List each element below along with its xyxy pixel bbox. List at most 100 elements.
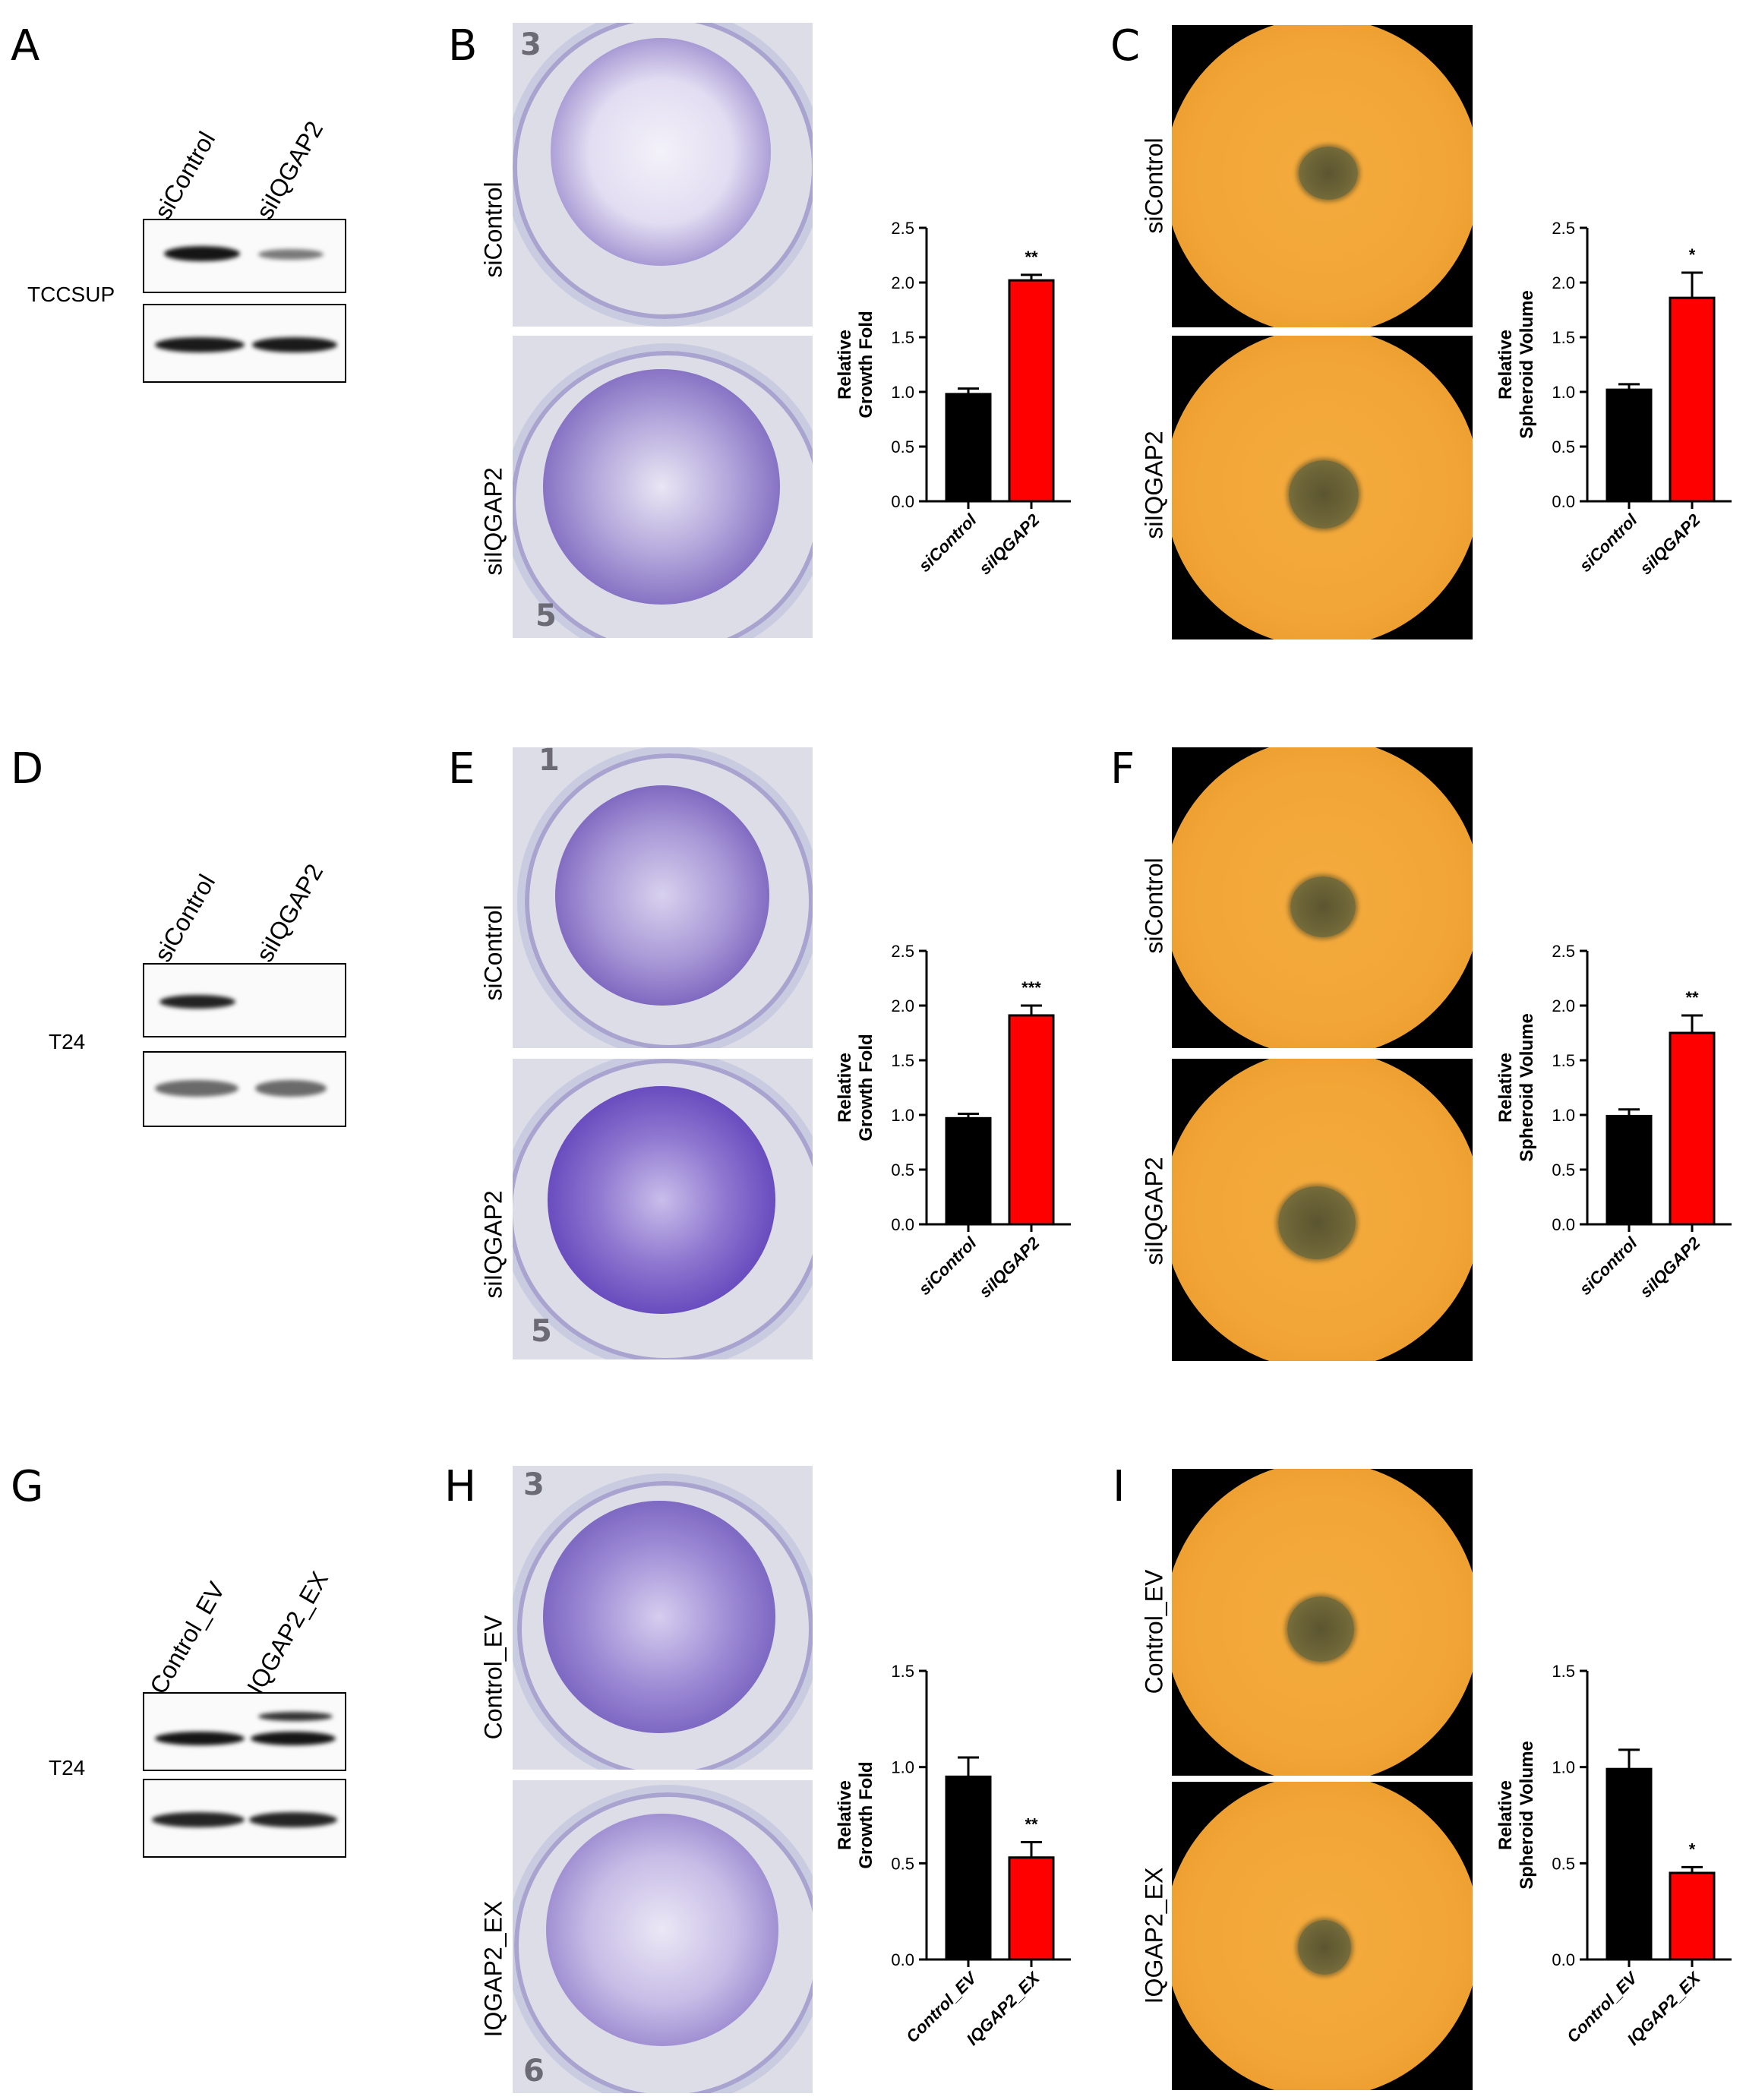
row-label: siControl [1140,137,1168,234]
band [255,1080,327,1097]
plate-well [551,38,771,266]
y-axis-label: RelativeSpheroid Volume [1495,1013,1537,1162]
lane-label: siIQGAP2 [250,116,329,224]
y-tick-label: 1.0 [1552,1758,1575,1777]
band [155,1732,245,1745]
x-tick-label: siControl [915,1233,981,1299]
blot-strip-top [143,1692,346,1771]
significance-marker: ** [1025,248,1038,267]
y-axis-label: RelativeSpheroid Volume [1495,290,1537,439]
plate-well [543,369,780,605]
bar-chart-e: RelativeGrowth Fold 0.0 0.5 1.0 1.5 2.0 2.5 siC… [835,942,1071,1301]
y-tick-label: 0.5 [891,1854,914,1873]
spheroid-micrograph [1172,747,1473,1048]
y-axis-label: RelativeGrowth Fold [835,311,876,418]
lane-label: siControl [148,127,221,224]
spheroid-micrograph [1172,336,1473,639]
spheroid [1290,876,1356,937]
panel-letter-i: I [1113,1462,1126,1511]
x-tick-label: siIQGAP2 [1636,510,1704,578]
panel-letter-h: H [444,1462,477,1511]
bar-chart-i: RelativeSpheroid Volume0.00.51.01.5Contr… [1495,1662,1732,2049]
colony-plate: 3 [513,23,813,327]
y-tick-label: 0.5 [1552,437,1575,456]
plate-well [548,1086,775,1314]
blot-strip-top [143,219,346,293]
plate-rim [513,343,813,638]
significance-marker: * [1689,245,1696,264]
plate-well [543,1501,775,1733]
row-label: siIQGAP2 [1140,431,1168,539]
plate-well [546,1814,778,2046]
y-tick-label: 2.5 [1552,942,1575,961]
band [258,249,324,260]
cell-line-label: T24 [49,1030,86,1053]
x-tick-label: siIQGAP2 [975,510,1043,578]
band [155,1080,238,1097]
y-tick-label: 1.0 [891,1106,914,1125]
row-label: siIQGAP2 [1140,1157,1168,1265]
y-tick-label: 2.0 [891,273,914,292]
plate-number: 3 [520,27,541,62]
y-tick-label: 0.5 [891,437,914,456]
bar [1669,1031,1716,1226]
bar [1605,1767,1653,1961]
y-tick-label: 0.0 [891,1950,914,1969]
y-axis-label: RelativeGrowth Fold [835,1034,876,1141]
y-tick-label: 2.5 [891,942,914,961]
panel-letter-f: F [1110,744,1135,794]
plate-rim [517,747,813,1048]
bar [945,393,992,503]
y-tick-label: 0.5 [1552,1854,1575,1873]
band [155,337,245,352]
plate-number: 3 [523,1467,545,1502]
y-tick-label: 1.5 [891,328,914,347]
bar [1605,388,1653,503]
y-tick-label: 1.5 [1552,328,1575,347]
plate-number: 5 [531,1314,552,1349]
x-tick-label: siIQGAP2 [1636,1233,1704,1301]
lane-label: siControl [148,870,221,967]
y-axis-label: RelativeSpheroid Volume [1495,1741,1537,1890]
plate-number: 6 [523,2054,545,2089]
blot-strip-bottom [143,304,346,383]
x-tick-label: siControl [1576,1233,1642,1299]
colony-plate: 1 [513,747,813,1048]
row-label: siIQGAP2 [479,467,507,576]
y-axis-label: RelativeGrowth Fold [835,1761,876,1868]
spheroid [1287,1596,1354,1662]
row-label: siIQGAP2 [479,1190,507,1299]
bar [1669,296,1716,503]
y-tick-label: 2.5 [891,219,914,238]
lane-label: siIQGAP2 [250,859,329,967]
band [252,337,337,352]
spheroid-micrograph [1172,1782,1473,2090]
row-label: IQGAP2_EX [1140,1867,1168,2004]
plate-rim [513,23,813,327]
spheroid [1278,1186,1356,1259]
row-label: siControl [479,182,507,278]
spheroid-micrograph [1172,25,1473,327]
y-tick-label: 1.5 [1552,1662,1575,1681]
y-tick-label: 1.0 [891,383,914,402]
y-tick-label: 1.5 [891,1051,914,1070]
band [152,1812,245,1827]
y-tick-label: 1.0 [891,1758,914,1777]
y-tick-label: 2.0 [1552,273,1575,292]
row-label: Control_EV [479,1615,507,1740]
y-tick-label: 0.0 [891,492,914,511]
y-tick-label: 0.5 [891,1161,914,1179]
colony-plate: 3 [513,1466,813,1770]
y-tick-label: 0.0 [891,1215,914,1234]
y-tick-label: 1.0 [1552,1106,1575,1125]
panel-letter-c: C [1110,21,1141,71]
significance-marker: ** [1685,988,1699,1007]
lane-label: Control_EV [144,1577,230,1699]
blot-strip-top [143,963,346,1037]
bar [1008,279,1055,503]
cell-line-label: T24 [49,1756,86,1779]
row-label: siControl [1140,857,1168,954]
significance-marker: *** [1021,978,1041,997]
y-tick-label: 2.5 [1552,219,1575,238]
spheroid-micrograph [1172,1059,1473,1361]
